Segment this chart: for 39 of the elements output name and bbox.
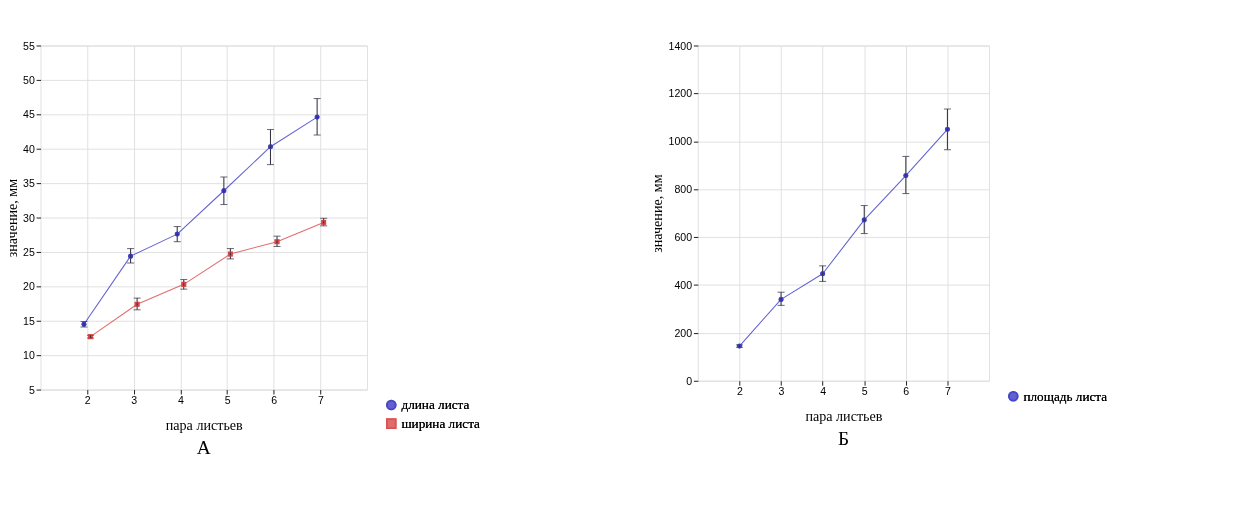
y-tick-label: 50: [23, 73, 35, 86]
y-tick-label: 30: [23, 211, 35, 224]
y-tick-label: 15: [23, 314, 35, 327]
y-tick-label: 400: [674, 278, 693, 291]
y-tick-label: 10: [23, 349, 35, 362]
y-axis-title: значение, мм: [3, 178, 20, 258]
x-tick-label: 3: [778, 385, 785, 398]
y-tick-label: 1000: [668, 135, 693, 148]
y-tick-label: 35: [23, 177, 35, 190]
x-tick-label: 3: [131, 394, 138, 407]
y-tick-label: 25: [23, 245, 35, 258]
y-tick-label: 800: [674, 183, 693, 196]
x-tick-label: 7: [317, 394, 324, 407]
legend-label: длина листа: [401, 397, 470, 413]
x-tick-label: 6: [271, 394, 278, 407]
text: Б: [837, 428, 850, 450]
x-tick-label: 6: [903, 385, 910, 398]
y-tick-label: 1200: [668, 87, 693, 100]
x-tick-label: 7: [944, 385, 951, 398]
x-axis-title: пара листьев: [805, 407, 883, 424]
y-tick-label: 45: [23, 108, 35, 121]
y-tick-label: 0: [686, 374, 693, 387]
y-tick-label: 40: [23, 142, 35, 155]
y-tick-label: 20: [23, 280, 35, 293]
y-tick-label: 55: [23, 39, 35, 52]
x-tick-label: 5: [861, 385, 868, 398]
y-tick-label: 200: [674, 326, 693, 339]
y-tick-label: 1400: [668, 39, 693, 52]
x-tick-label: 2: [736, 385, 743, 398]
x-tick-label: 4: [177, 394, 184, 407]
x-tick-label: 2: [84, 394, 91, 407]
x-axis-title: пара листьев: [165, 416, 244, 433]
x-tick-label: 5: [224, 394, 231, 407]
y-axis-title: значение, мм: [649, 174, 666, 253]
text: А: [196, 437, 211, 459]
x-tick-label: 4: [820, 385, 827, 398]
legend-label: площадь листа: [1023, 388, 1108, 404]
legend-label: ширина листа: [401, 416, 481, 432]
y-tick-label: 600: [674, 231, 693, 244]
